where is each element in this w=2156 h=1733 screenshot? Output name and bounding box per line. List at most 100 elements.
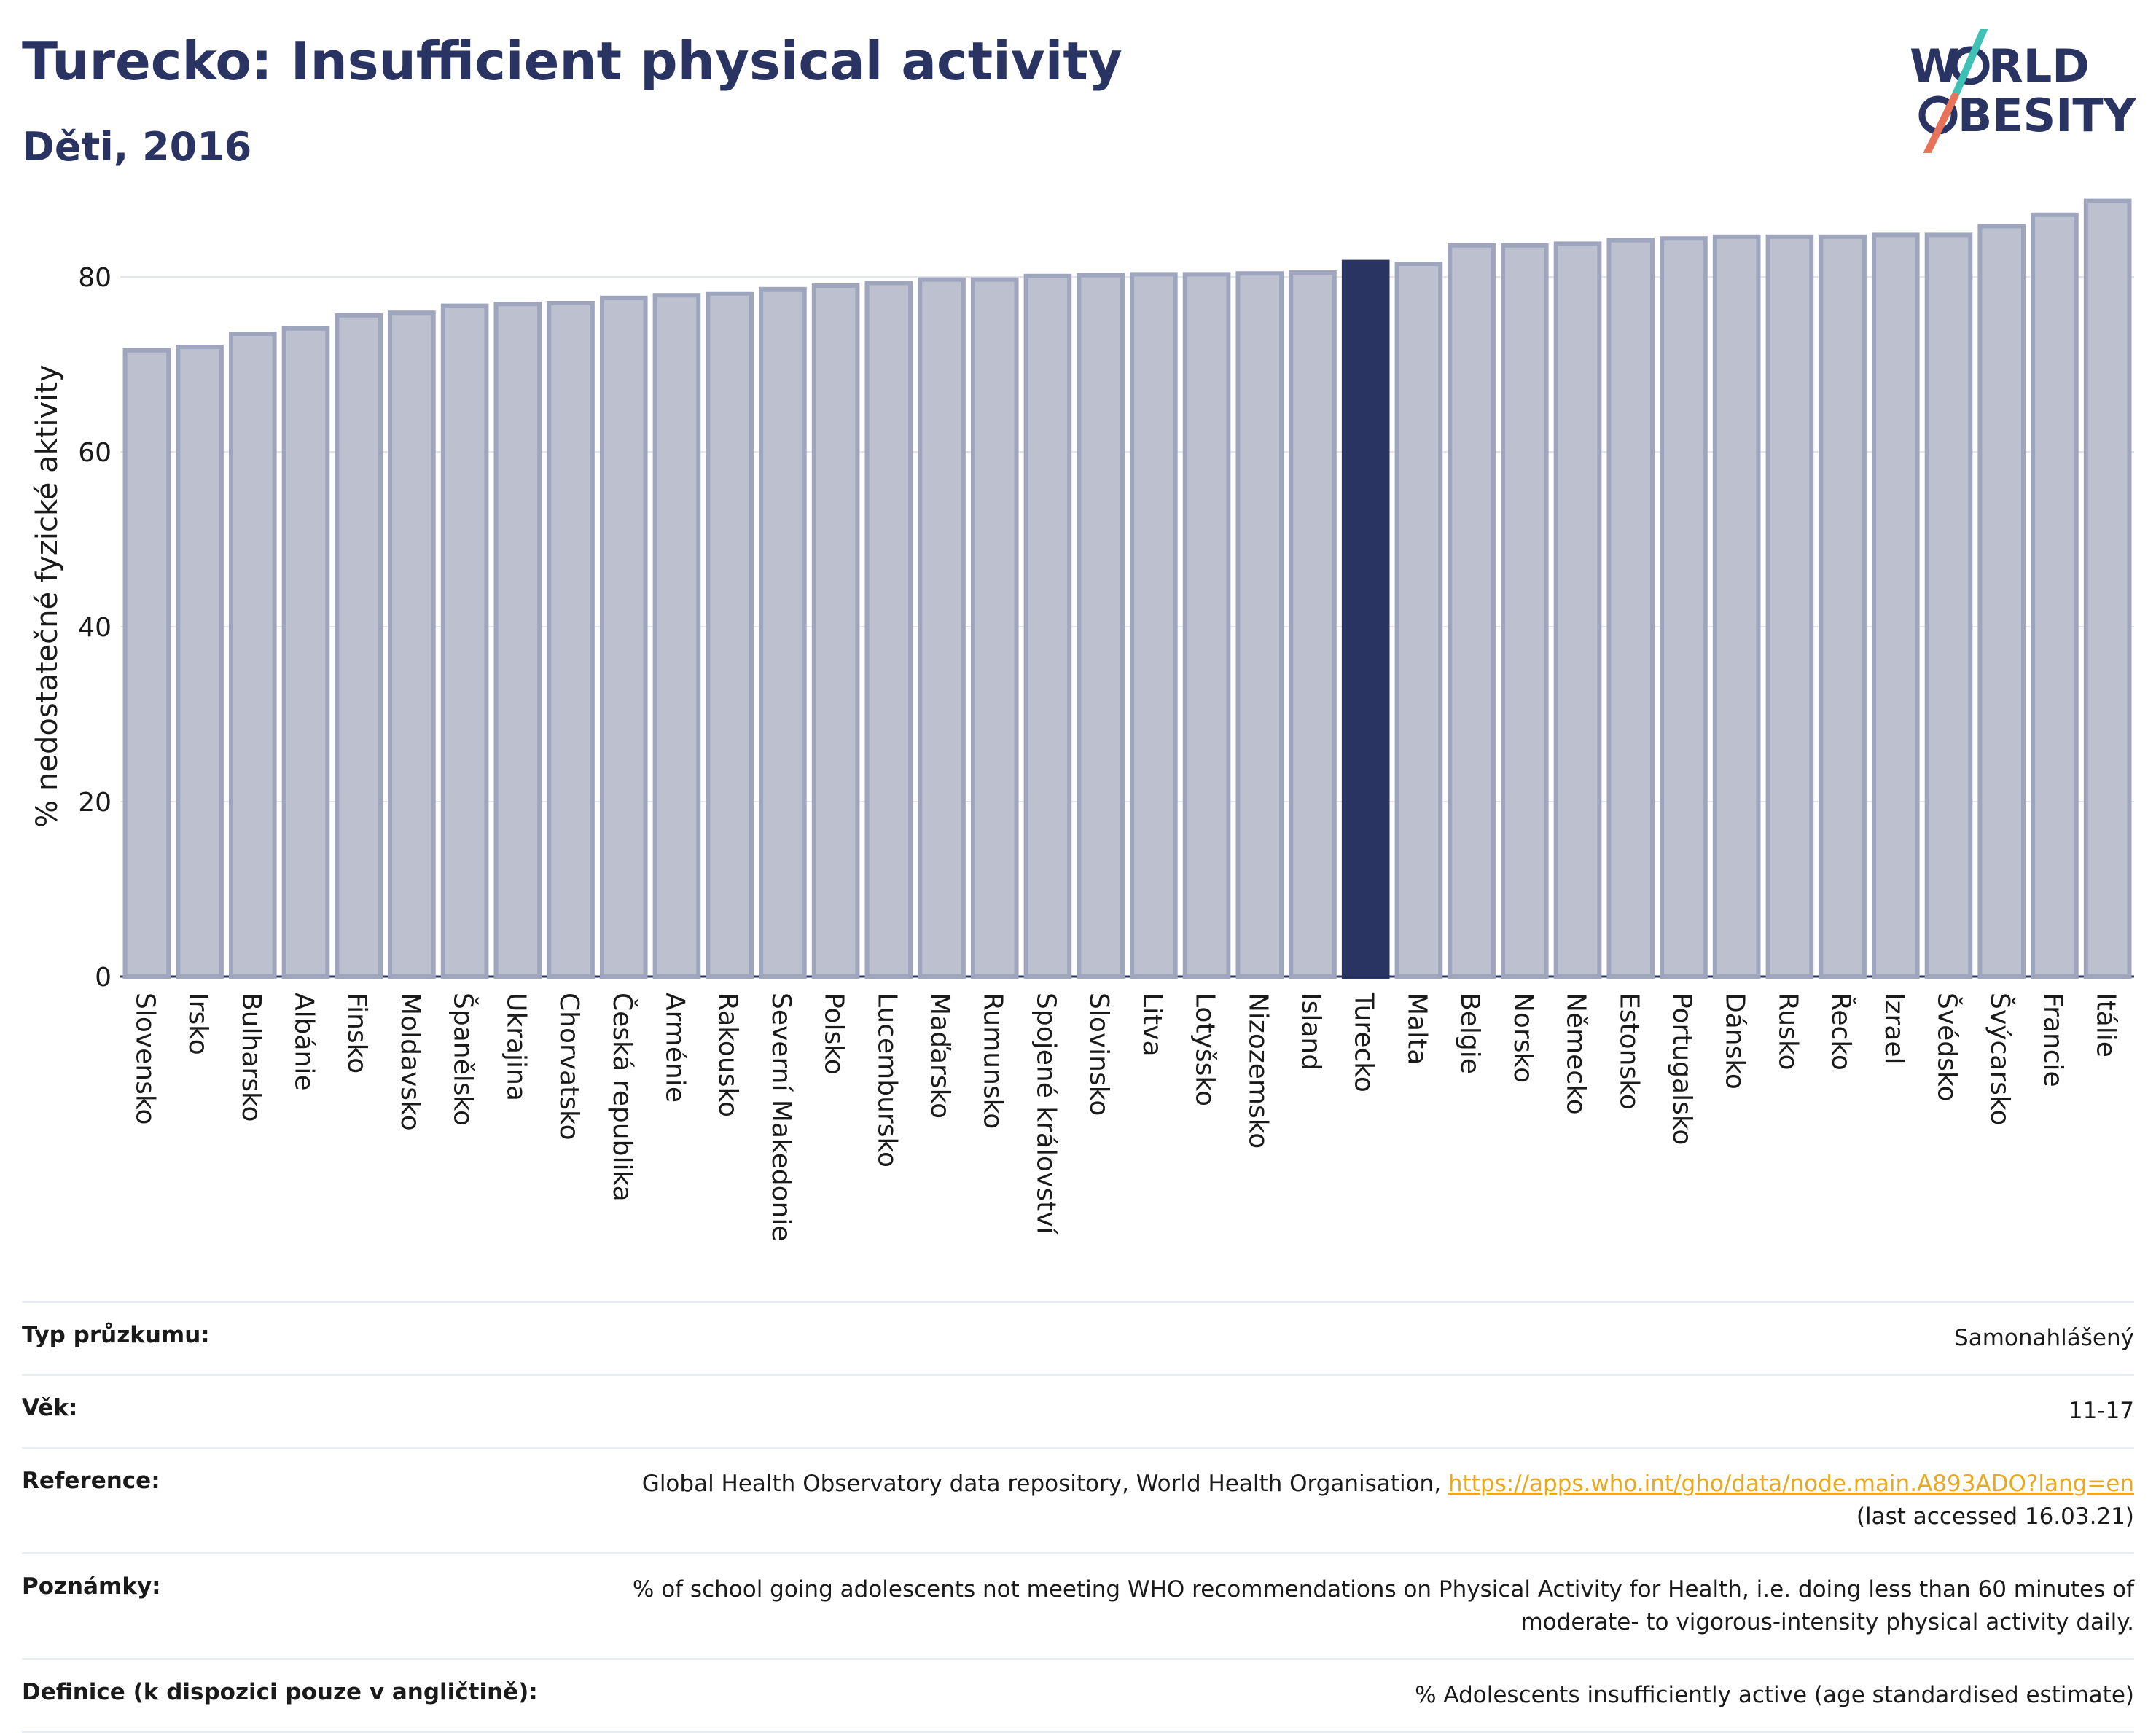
table-value: Global Health Observatory data repositor… <box>576 1446 2134 1554</box>
x-tick-label: Švýcarsko <box>1985 993 2015 1125</box>
x-tick-label: Malta <box>1402 993 1432 1065</box>
bar-29 <box>1660 236 1708 979</box>
x-tick-label: Spojené království <box>1031 993 1061 1235</box>
table-value: % Adolescents insufficiently active (age… <box>576 1657 2134 1733</box>
bar-30 <box>1712 234 1761 979</box>
bar-31 <box>1765 234 1814 979</box>
chart-subtitle: Děti, 2016 <box>22 124 252 170</box>
bar-chart: 0 20 40 60 80 Slovensko Irsko Bulharsko Albánie… <box>31 198 2134 1242</box>
x-tick-label: Dánsko <box>1720 993 1750 1090</box>
bar-9 <box>599 295 648 979</box>
svg-text:RLD: RLD <box>1988 39 2090 93</box>
bar-16 <box>970 277 1019 979</box>
bar-32 <box>1819 234 1867 979</box>
x-tick-label: Belgie <box>1455 993 1485 1074</box>
bar-25 <box>1448 243 1496 979</box>
x-tick-label: Německo <box>1561 993 1591 1115</box>
bar-10 <box>652 293 701 979</box>
bar-20 <box>1182 272 1231 979</box>
world-obesity-logo: W RLD BESITY <box>1910 29 2136 153</box>
x-tick-label: Rusko <box>1773 993 1802 1071</box>
chart-title: Turecko: Insufficient physical activity <box>22 31 1122 92</box>
reference-text: Global Health Observatory data repositor… <box>641 1470 1448 1497</box>
bar-22 <box>1289 270 1337 979</box>
table-row-survey-type: Typ průzkumu: Samonahlášený <box>22 1301 2134 1375</box>
x-tick-label: Itálie <box>2091 993 2121 1057</box>
table-value: 11-17 <box>576 1373 2134 1448</box>
table-value: % of school going adolescents not meetin… <box>576 1552 2134 1659</box>
x-tick-label: Turecko <box>1349 992 1379 1092</box>
table-row-notes: Poznámky: % of school going adolescents … <box>22 1552 2134 1659</box>
table-key: Typ průzkumu: <box>22 1301 576 1375</box>
table-row-definition: Definice (k dispozici pouze v angličtině… <box>22 1657 2134 1733</box>
x-tick-label: Česká republika <box>607 993 638 1202</box>
x-tick-label: Švédsko <box>1932 993 1963 1102</box>
x-tick-label: Rakousko <box>713 993 743 1117</box>
bar-28 <box>1606 238 1655 979</box>
x-tick-label: Maďarsko <box>925 993 955 1119</box>
x-tick-label: Lucembursko <box>872 993 902 1167</box>
bar-0 <box>122 348 171 979</box>
x-tick-label: Nizozemsko <box>1243 993 1273 1149</box>
x-tick-label: Izrael <box>1879 993 1909 1065</box>
table-value: Samonahlášený <box>576 1301 2134 1375</box>
bar-21 <box>1235 271 1284 979</box>
y-axis-label: % nedostatečné fyzické aktivity <box>31 364 64 827</box>
bar-37 <box>2083 198 2132 979</box>
x-tick-label: Polsko <box>819 993 849 1075</box>
x-tick-label: Portugalsko <box>1667 993 1697 1145</box>
bar-11 <box>706 291 754 979</box>
bar-19 <box>1130 272 1178 979</box>
bar-26 <box>1501 243 1549 979</box>
reference-accessed: (last accessed 16.03.21) <box>1856 1503 2134 1530</box>
x-tick-label: Finsko <box>342 993 372 1073</box>
bar-7 <box>493 302 542 979</box>
x-tick-label: Norsko <box>1508 993 1538 1083</box>
x-tick-label: Bulharsko <box>236 993 266 1122</box>
x-axis-labels: Slovensko Irsko Bulharsko Albánie Finsko Mold… <box>130 992 2120 1242</box>
x-tick-label: Řecko <box>1826 993 1856 1071</box>
bar-24 <box>1394 262 1443 979</box>
y-tick-label: 80 <box>78 263 112 293</box>
bar-1 <box>176 345 224 979</box>
bar-4 <box>335 313 383 979</box>
x-tick-label: Arménie <box>660 993 690 1103</box>
y-tick-label: 0 <box>95 963 112 993</box>
y-tick-label: 20 <box>78 788 112 818</box>
bar-13 <box>811 283 860 979</box>
bar-33 <box>1871 232 1920 979</box>
x-tick-label: Slovensko <box>130 993 160 1125</box>
bar-8 <box>547 301 595 979</box>
bar-12 <box>759 286 807 979</box>
bar-14 <box>864 281 913 979</box>
table-row-reference: Reference: Global Health Observatory dat… <box>22 1446 2134 1554</box>
table-key: Definice (k dispozici pouze v angličtině… <box>22 1657 576 1733</box>
y-tick-label: 40 <box>78 613 112 643</box>
bar-18 <box>1077 273 1125 979</box>
x-tick-label: Estonsko <box>1614 993 1644 1110</box>
x-tick-label: Moldavsko <box>395 993 425 1131</box>
x-tick-label: Irsko <box>183 993 213 1055</box>
bar-23 <box>1341 259 1390 979</box>
x-tick-label: Rumunsko <box>978 993 1008 1129</box>
x-tick-label: Albánie <box>289 993 319 1091</box>
x-tick-label: Severní Makedonie <box>766 993 796 1242</box>
table-row-age: Věk: 11-17 <box>22 1373 2134 1448</box>
x-tick-label: Španělsko <box>448 993 479 1126</box>
bar-27 <box>1553 241 1602 979</box>
bar-15 <box>918 277 966 979</box>
x-tick-label: Ukrajina <box>501 993 531 1101</box>
y-axis-ticks: 0 20 40 60 80 <box>78 263 112 993</box>
svg-text:BESITY: BESITY <box>1958 89 2136 142</box>
bar-36 <box>2031 212 2079 979</box>
bars <box>122 198 2132 979</box>
reference-link[interactable]: https://apps.who.int/gho/data/node.main.… <box>1448 1470 2134 1497</box>
y-tick-label: 60 <box>78 438 112 468</box>
bar-5 <box>388 310 436 979</box>
bar-35 <box>1977 224 2026 979</box>
x-tick-label: Slovinsko <box>1084 993 1114 1116</box>
x-tick-label: Lotyšsko <box>1190 993 1220 1106</box>
table-key: Poznámky: <box>22 1552 576 1659</box>
table-key: Reference: <box>22 1446 576 1554</box>
info-table: Typ průzkumu: Samonahlášený Věk: 11-17 R… <box>22 1301 2134 1733</box>
